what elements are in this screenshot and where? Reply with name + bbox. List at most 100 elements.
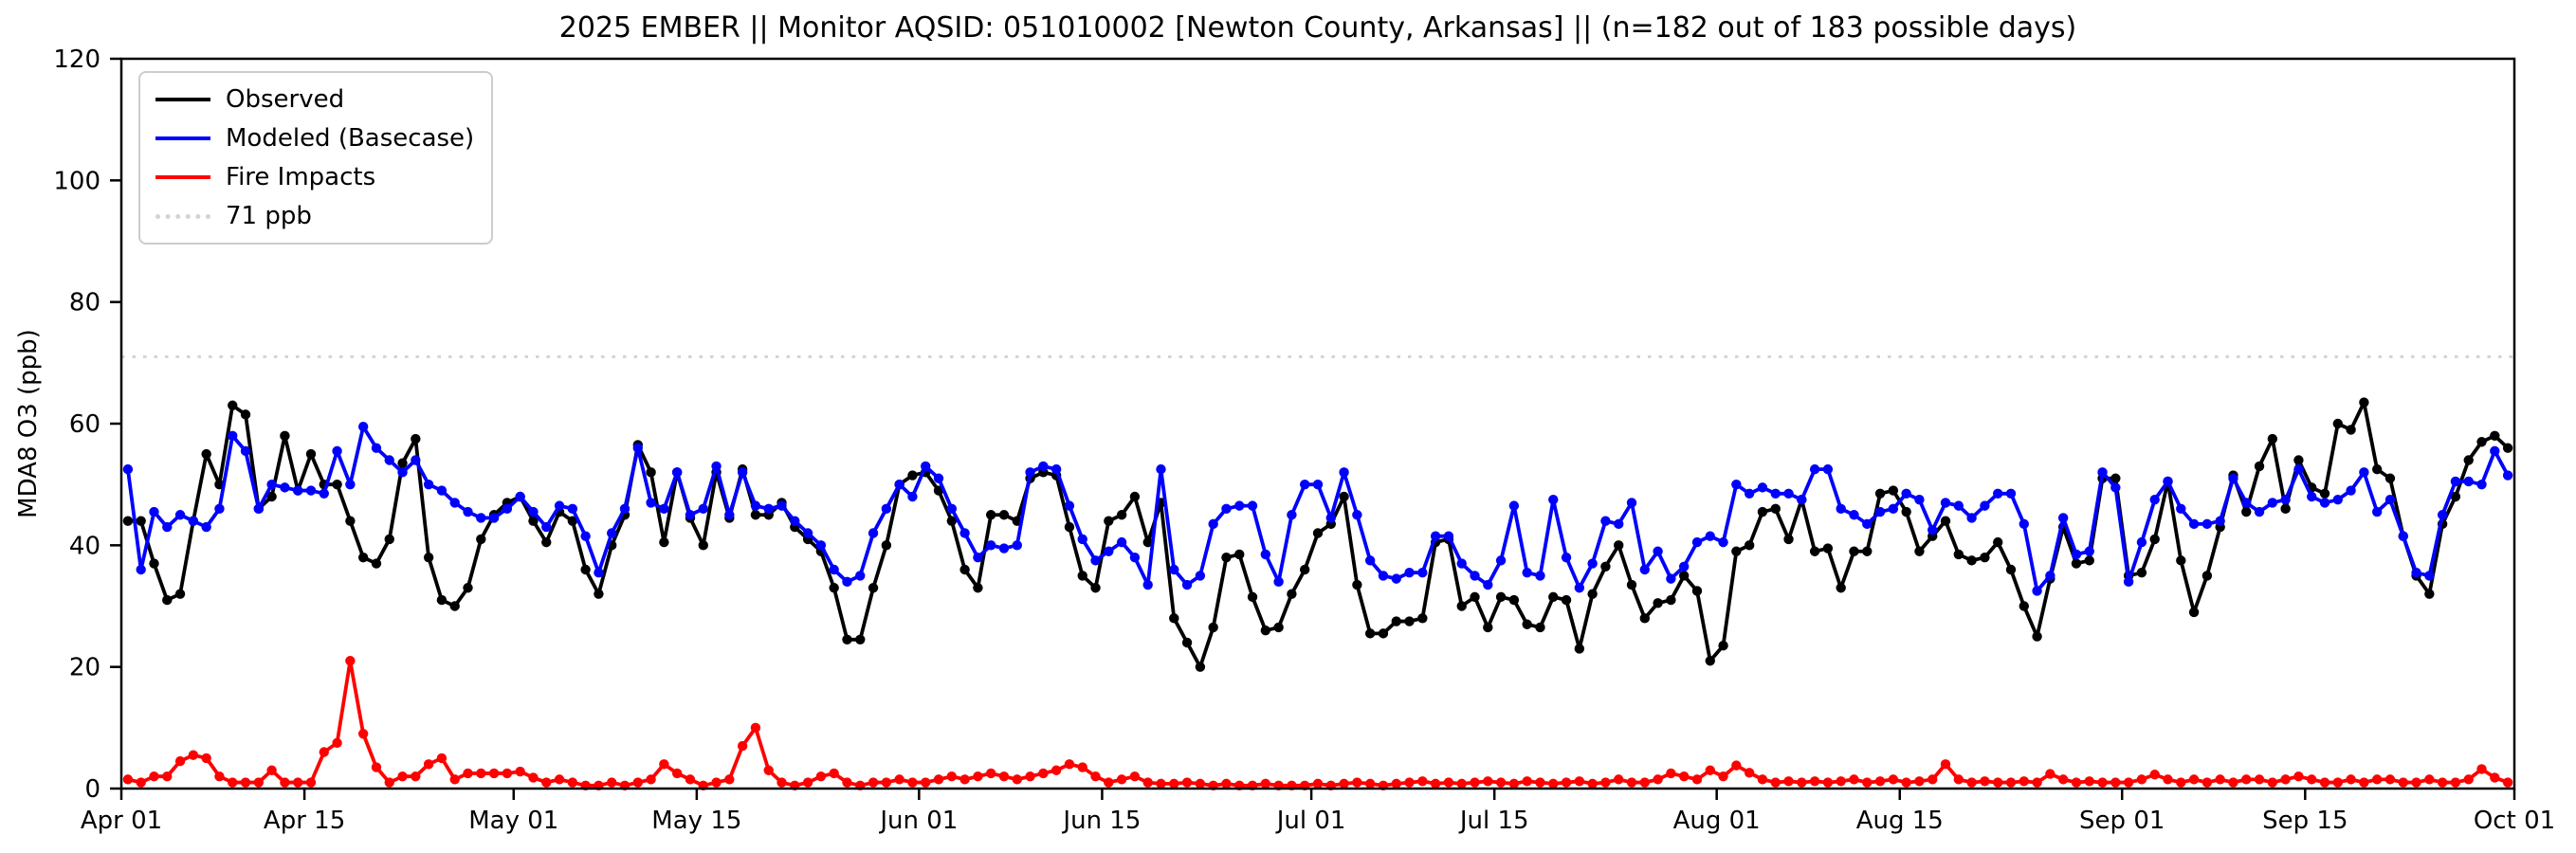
data-point <box>1495 777 1507 788</box>
data-point <box>266 479 277 490</box>
data-point <box>449 498 460 508</box>
data-point <box>2280 495 2291 505</box>
data-point <box>476 768 486 779</box>
data-point <box>2045 769 2055 779</box>
data-point <box>1770 503 1781 515</box>
data-point <box>2110 482 2121 493</box>
data-point <box>515 491 525 502</box>
data-point <box>2176 777 2186 788</box>
y-tick-label: 0 <box>84 775 100 804</box>
data-point <box>2163 476 2173 487</box>
data-point <box>1508 594 1520 606</box>
data-point <box>1600 777 1611 788</box>
x-tick-label: Oct 01 <box>2474 807 2555 835</box>
data-point <box>332 737 342 749</box>
data-point <box>1678 571 1690 581</box>
data-point <box>580 531 591 541</box>
data-point <box>1822 777 1834 788</box>
data-point <box>2359 397 2369 408</box>
data-point <box>1090 583 1101 593</box>
legend-item-observed: Observed <box>155 84 474 115</box>
data-point <box>1104 516 1114 526</box>
data-point <box>1849 774 1859 785</box>
data-point <box>371 558 382 569</box>
data-point <box>1626 579 1637 590</box>
data-point <box>1783 488 1794 499</box>
data-point <box>2176 503 2186 515</box>
legend-label: Fire Impacts <box>226 163 376 191</box>
data-point <box>2490 772 2500 783</box>
data-point <box>345 516 356 526</box>
data-point <box>737 467 748 478</box>
data-point <box>868 528 879 538</box>
data-point <box>2215 516 2225 526</box>
legend-label: Observed <box>226 85 345 114</box>
data-point <box>959 528 970 538</box>
data-point <box>985 510 996 520</box>
data-point <box>998 510 1010 520</box>
data-point <box>554 500 565 511</box>
y-tick-label: 60 <box>69 410 100 439</box>
data-point <box>528 506 539 517</box>
data-point <box>594 589 604 599</box>
data-point <box>1614 540 1624 551</box>
data-point <box>2136 774 2147 785</box>
data-point <box>2293 455 2304 465</box>
x-tick-label: Sep 01 <box>2079 807 2165 835</box>
data-point <box>2032 631 2042 642</box>
data-point <box>985 540 996 551</box>
data-point <box>2071 549 2082 560</box>
data-point <box>1090 555 1101 566</box>
data-point <box>384 534 394 545</box>
data-point <box>1953 500 1964 511</box>
data-point <box>411 771 421 782</box>
data-point <box>973 583 983 593</box>
data-point <box>345 479 356 490</box>
data-point <box>2136 568 2147 578</box>
data-point <box>2437 777 2448 788</box>
data-point <box>240 445 251 457</box>
data-point <box>2424 589 2435 599</box>
x-tick-label: Jul 15 <box>1458 807 1529 835</box>
data-point <box>659 536 669 548</box>
data-point <box>1901 777 1911 788</box>
data-point <box>1339 778 1349 789</box>
data-point <box>1718 641 1728 651</box>
data-point <box>2398 531 2408 541</box>
data-point <box>1901 506 1911 517</box>
data-point <box>1548 778 1559 789</box>
data-point <box>998 771 1010 782</box>
data-point <box>1600 516 1611 526</box>
data-point <box>2019 601 2029 611</box>
data-point <box>411 433 421 445</box>
data-point <box>2097 777 2108 788</box>
data-point <box>750 722 761 734</box>
data-point <box>162 521 173 533</box>
data-point <box>1483 622 1493 633</box>
data-point <box>515 766 525 777</box>
data-point <box>188 516 199 526</box>
data-point <box>2071 777 2082 788</box>
data-point <box>2267 777 2278 788</box>
data-point <box>1221 503 1232 515</box>
data-point <box>1587 558 1598 569</box>
data-point <box>2490 430 2500 442</box>
data-point <box>2359 467 2369 478</box>
data-point <box>1940 498 1951 508</box>
data-point <box>2293 463 2304 475</box>
data-point <box>2307 774 2317 785</box>
data-point <box>1980 776 1990 787</box>
data-point <box>1705 531 1715 541</box>
data-point <box>345 656 356 666</box>
data-point <box>201 448 211 460</box>
data-point <box>2398 777 2408 788</box>
data-point <box>541 536 552 548</box>
data-point <box>2123 576 2134 588</box>
fire-line-icon <box>155 175 210 179</box>
data-point <box>1430 531 1441 541</box>
data-point <box>2490 445 2500 457</box>
data-point <box>1705 765 1715 775</box>
data-point <box>502 768 513 779</box>
data-point <box>1822 463 1834 475</box>
data-point <box>567 516 578 526</box>
